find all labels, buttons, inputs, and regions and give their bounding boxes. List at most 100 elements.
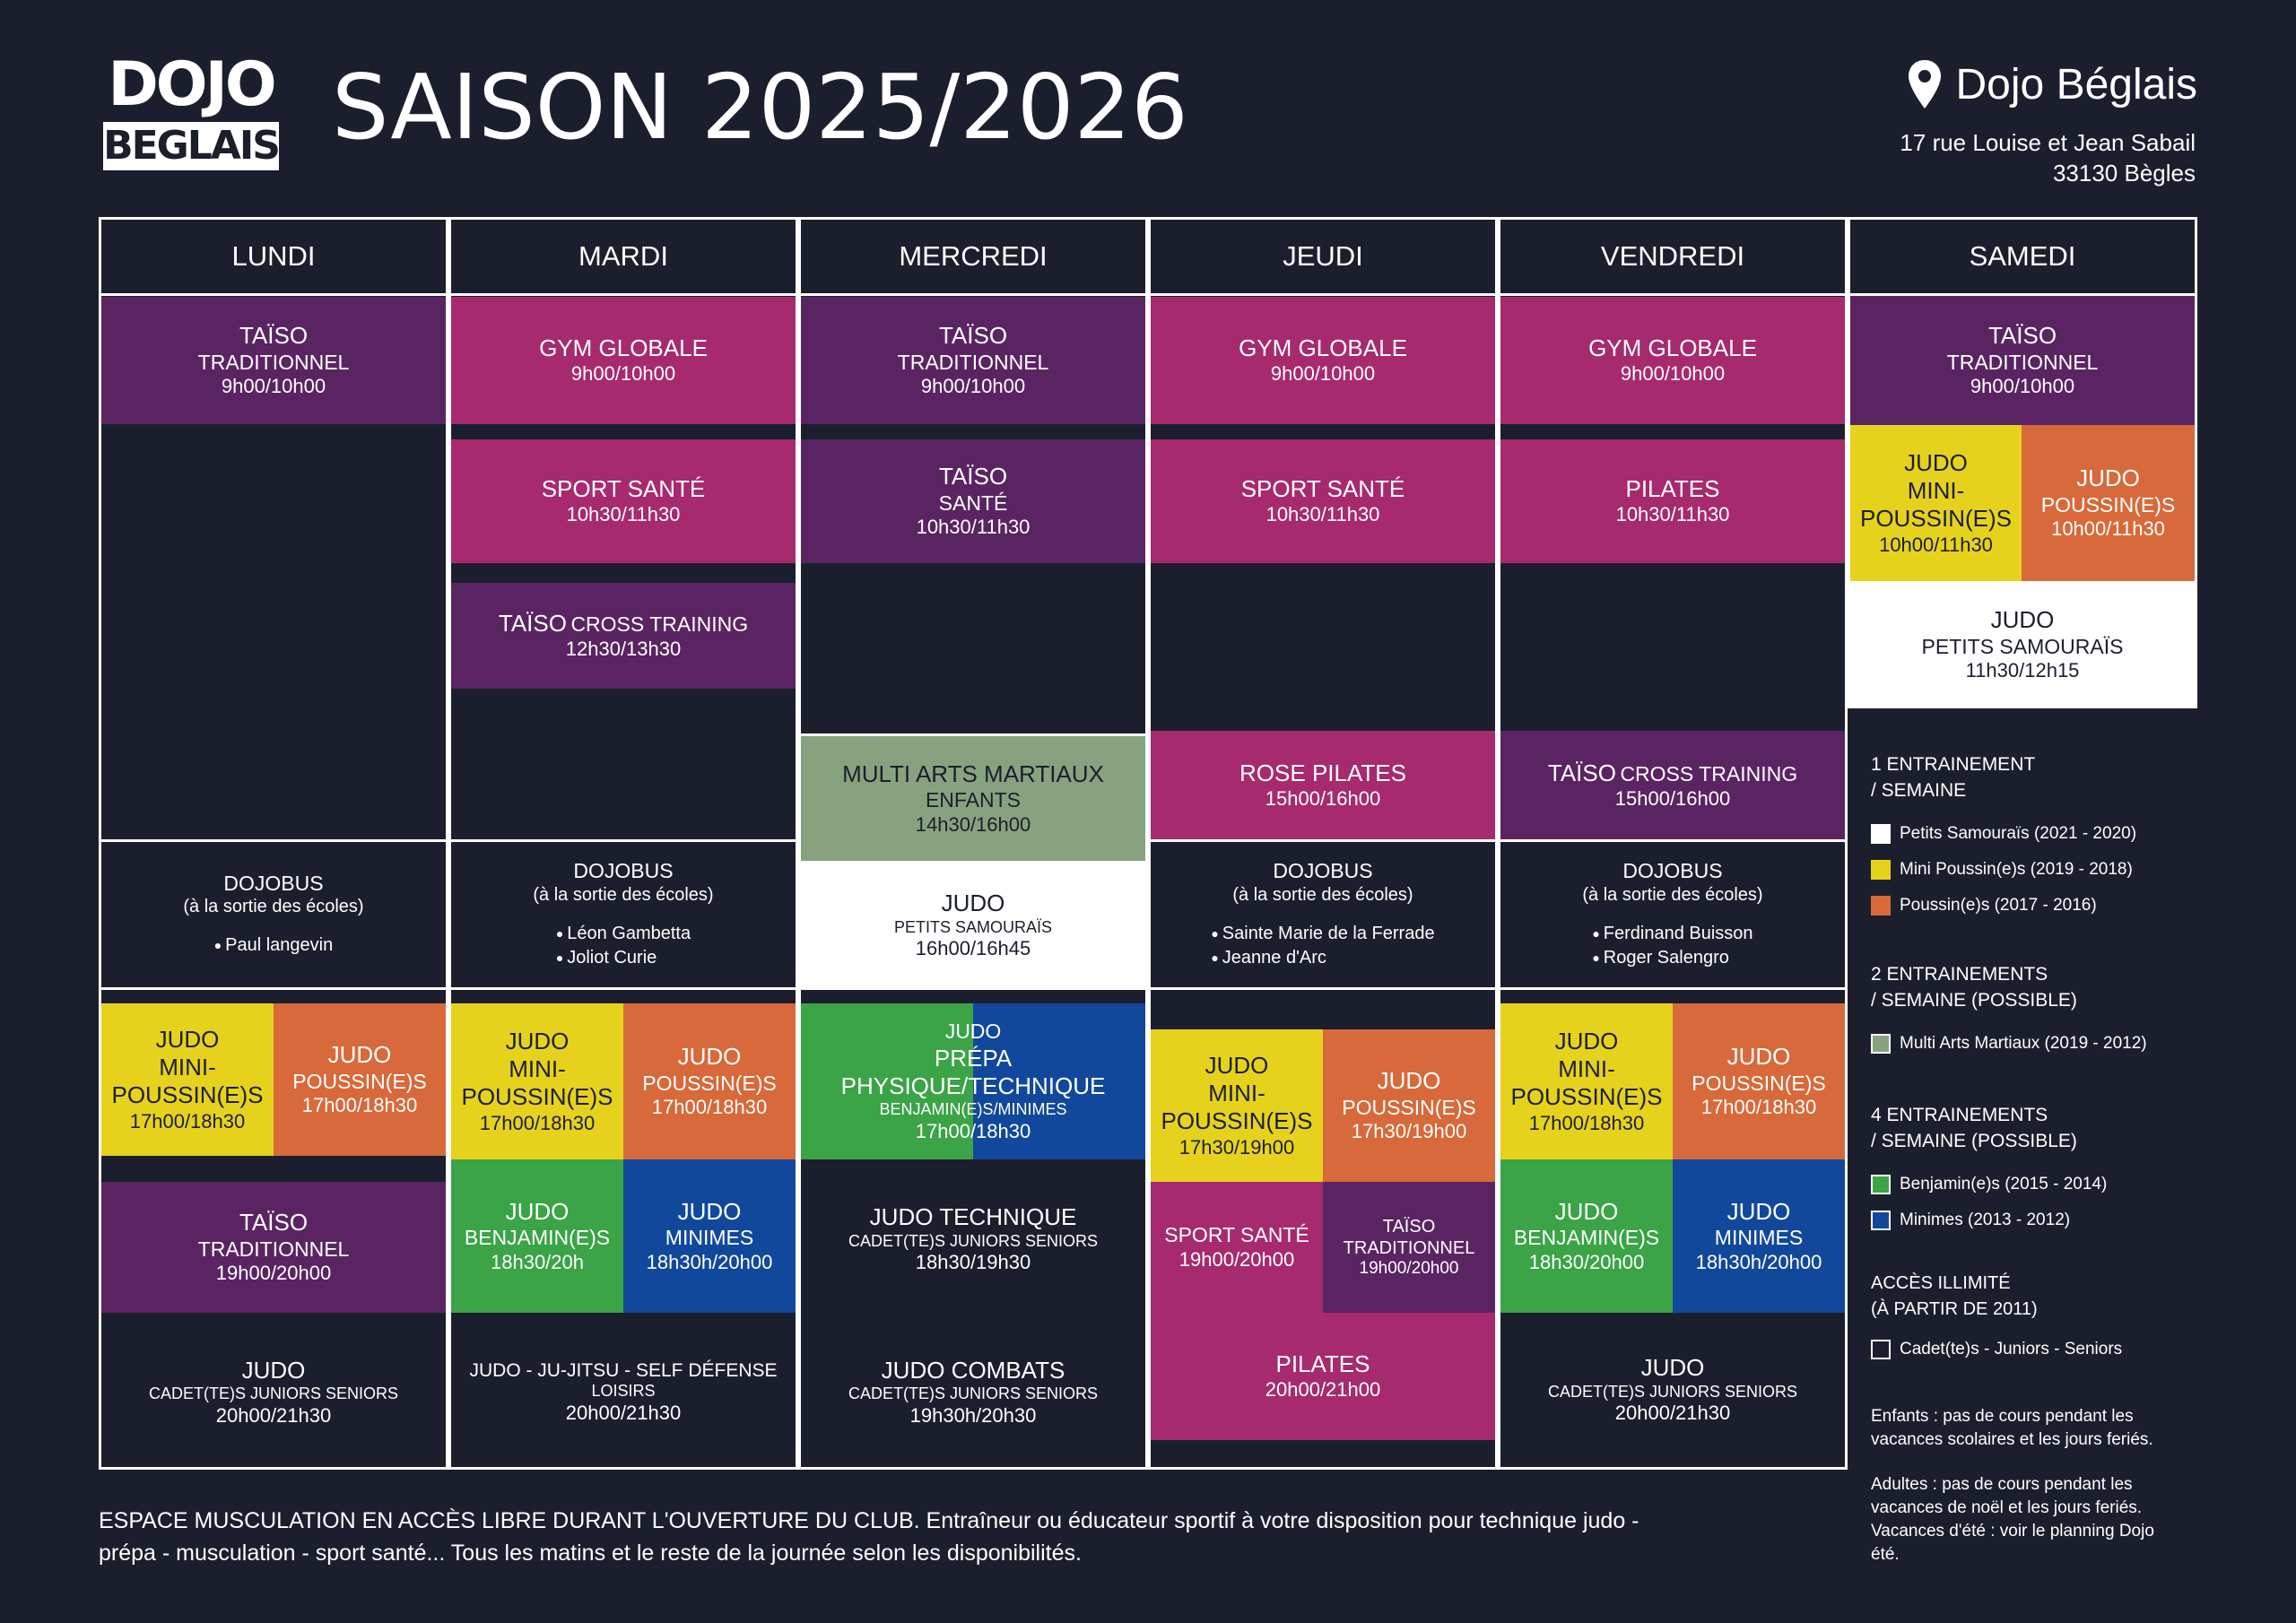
class-title: JUDO <box>327 1041 392 1069</box>
class-time: 10h30/11h30 <box>1265 503 1380 526</box>
class-block: GYM GLOBALE 9h00/10h00 <box>451 297 796 424</box>
class-block: TAÏSO SANTÉ 10h30/11h30 <box>801 439 1145 563</box>
class-title: MINI- <box>1558 1055 1615 1083</box>
class-time: 16h00/16h45 <box>915 937 1031 960</box>
list-item: Léon Gambetta <box>556 924 691 943</box>
class-title: POUSSIN(E)S <box>1510 1083 1663 1111</box>
class-block: JUDO MINI- POUSSIN(E)S 17h00/18h30 <box>101 1003 274 1156</box>
class-block: TAÏSO TRADITIONNEL 9h00/10h00 <box>101 297 446 424</box>
class-block: JUDO CADET(TE)S JUNIORS SENIORS 20h00/21… <box>101 1318 446 1466</box>
class-title: TAÏSO <box>1382 1216 1436 1237</box>
page-title: SAISON 2025/2026 <box>332 55 1188 160</box>
class-title: JUDO <box>677 1197 742 1225</box>
legend-title: 1 ENTRAINEMENT <box>1871 754 2036 775</box>
class-title: TAÏSO <box>1547 759 1616 786</box>
class-title: JUDO - JU-JITSU - SELF DÉFENSE <box>469 1359 778 1381</box>
list-item: Jeanne d'Arc <box>1211 948 1326 968</box>
class-subtitle: TRADITIONNEL <box>1946 350 2099 374</box>
swatch-outline <box>1871 1340 1891 1359</box>
legend-group-2: 2 ENTRAINEMENTS / SEMAINE (POSSIBLE) Mul… <box>1871 961 2147 1056</box>
class-block: TAÏSO TRADITIONNEL 19h00/20h00 <box>1323 1182 1495 1313</box>
footer-text: ESPACE MUSCULATION EN ACCÈS LIBRE DURANT… <box>99 1505 1641 1569</box>
class-block: PILATES 10h30/11h30 <box>1500 439 1845 563</box>
class-title: JUDO COMBATS <box>881 1356 1065 1384</box>
class-title: JUDO <box>505 1197 570 1225</box>
class-time: 17h00/18h30 <box>1528 1111 1645 1134</box>
class-time: 10h30/11h30 <box>1615 503 1730 526</box>
swatch-green <box>1871 1175 1891 1194</box>
class-time: 14h30/16h00 <box>915 812 1031 836</box>
school-list: Sainte Marie de la Ferrade Jeanne d'Arc <box>1211 922 1434 970</box>
legend-label: Mini Poussin(e)s (2019 - 2018) <box>1900 860 2133 879</box>
legend-label: Benjamin(e)s (2015 - 2014) <box>1900 1175 2108 1193</box>
list-item: Paul langevin <box>214 935 333 955</box>
class-title: JUDO <box>677 1043 742 1071</box>
class-subtitle: PETITS SAMOURAÏS <box>893 917 1053 936</box>
dojobus-block: DOJOBUS (à la sortie des écoles) Paul la… <box>101 839 446 990</box>
class-title: JUDO TECHNIQUE <box>869 1203 1077 1231</box>
class-title: SPORT SANTÉ <box>541 475 706 503</box>
address-line-2: 33130 Bègles <box>2052 160 2196 187</box>
class-title: POUSSIN(E)S <box>461 1083 613 1111</box>
legend-group-1: 1 ENTRAINEMENT / SEMAINE Petits Samouraï… <box>1871 751 2136 918</box>
class-time: 15h00/16h00 <box>1265 786 1381 810</box>
legend-title: / SEMAINE (POSSIBLE) <box>1871 1131 2077 1151</box>
class-title: JUDO <box>1726 1043 1791 1071</box>
class-block: TAÏSO CROSS TRAINING 12h30/13h30 <box>451 583 796 689</box>
class-subtitle: TRADITIONNEL <box>1343 1237 1475 1258</box>
venue: Dojo Béglais <box>1906 56 2197 115</box>
class-title: POUSSIN(E)S <box>1161 1107 1313 1135</box>
class-subtitle: TRADITIONNEL <box>197 350 350 374</box>
class-title: TAÏSO <box>239 322 309 350</box>
day-header-vendredi: VENDREDI <box>1498 217 1848 296</box>
class-block: JUDO MINIMES 18h30h/20h00 <box>623 1159 796 1313</box>
logo-bottom-text: BEGLAIS <box>103 122 281 170</box>
class-subtitle: CADET(TE)S JUNIORS SENIORS <box>848 1384 1099 1403</box>
swatch-orange <box>1871 896 1891 916</box>
class-title: GYM GLOBALE <box>1239 334 1407 362</box>
class-title: JUDO <box>944 1020 1002 1044</box>
class-block: GYM GLOBALE 9h00/10h00 <box>1500 297 1845 424</box>
class-time: 20h00/21h30 <box>1614 1402 1731 1425</box>
class-time: 17h00/18h30 <box>651 1096 768 1119</box>
legend-title: 2 ENTRAINEMENTS <box>1871 964 2048 985</box>
class-subtitle: MINIMES <box>665 1226 754 1250</box>
legend-label: Minimes (2013 - 2012) <box>1900 1211 2071 1229</box>
column-vendredi <box>1498 293 1848 1470</box>
class-subtitle: POUSSIN(E)S <box>292 1069 427 1093</box>
class-time: 20h00/21h00 <box>1265 1378 1381 1402</box>
column-mardi <box>448 293 798 1470</box>
legend-title: (À PARTIR DE 2011) <box>1871 1299 2038 1319</box>
address-line-1: 17 rue Louise et Jean Sabail <box>1900 129 2196 156</box>
note-line: Vacances d'été : voir le planning Dojo <box>1871 1522 2154 1541</box>
class-title: MINI- <box>1907 477 1965 505</box>
class-title: PRÉPA PHYSIQUE/TECHNIQUE <box>840 1044 1106 1099</box>
class-time: 18h30/20h00 <box>1528 1250 1645 1273</box>
column-lundi <box>99 293 448 1470</box>
class-block: MULTI ARTS MARTIAUX ENFANTS 14h30/16h00 <box>801 733 1145 861</box>
legend-item: Petits Samouraïs (2021 - 2020) <box>1871 821 2136 846</box>
class-subtitle: PETITS SAMOURAÏS <box>1921 634 2124 658</box>
class-subtitle: (à la sortie des écoles) <box>1232 884 1413 905</box>
legend-label: Petits Samouraïs (2021 - 2020) <box>1900 824 2137 843</box>
class-subtitle: (à la sortie des écoles) <box>1582 884 1763 905</box>
class-title: JUDO <box>1554 1028 1619 1055</box>
class-time: 9h00/10h00 <box>1970 375 2075 398</box>
class-block: JUDO POUSSIN(E)S 10h00/11h30 <box>2022 425 2197 581</box>
class-title: GYM GLOBALE <box>1588 334 1757 362</box>
legend-item: Minimes (2013 - 2012) <box>1871 1208 2107 1233</box>
class-time: 17h00/18h30 <box>915 1119 1031 1142</box>
day-header-samedi: SAMEDI <box>1848 217 2197 296</box>
day-header-mercredi: MERCREDI <box>798 217 1148 296</box>
class-subtitle: TRADITIONNEL <box>197 1237 350 1261</box>
class-block: JUDO BENJAMIN(E)S 18h30/20h <box>451 1159 623 1313</box>
class-time: 10h00/11h30 <box>1879 533 1993 556</box>
legend-label: Poussin(e)s (2017 - 2016) <box>1900 896 2097 915</box>
logo-top-text: DOJO <box>108 49 276 120</box>
class-block: JUDO POUSSIN(E)S 17h30/19h00 <box>1323 1029 1495 1182</box>
class-time: 20h00/21h30 <box>565 1401 682 1424</box>
class-title: MULTI ARTS MARTIAUX <box>842 759 1104 787</box>
dojobus-block: DOJOBUS (à la sortie des écoles) Ferdina… <box>1500 839 1845 990</box>
class-time: 17h00/18h30 <box>479 1111 596 1134</box>
class-title: SPORT SANTÉ <box>1240 475 1405 503</box>
